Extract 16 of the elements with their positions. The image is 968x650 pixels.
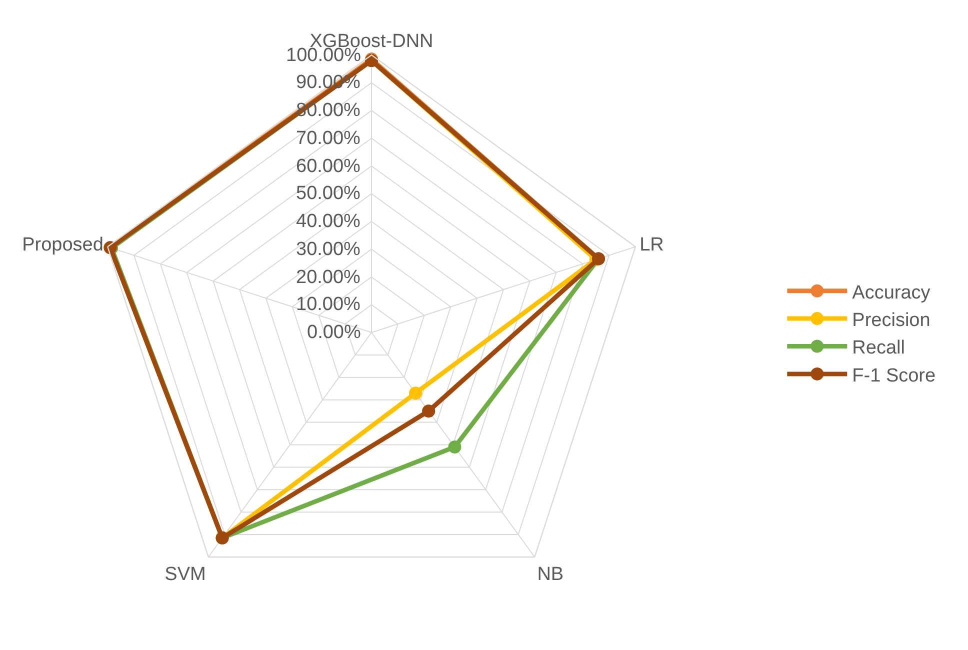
spoke-label: NB xyxy=(537,564,564,585)
y-tick-label: 30.00% xyxy=(296,239,361,260)
y-tick-label: 0.00% xyxy=(307,322,361,343)
legend-label: Accuracy xyxy=(852,282,931,304)
legend-label: F-1 Score xyxy=(852,365,936,386)
spoke-label: Proposed xyxy=(22,234,104,256)
spoke-label: SVM xyxy=(164,564,206,585)
legend-label: Recall xyxy=(852,338,905,359)
y-tick-label: 50.00% xyxy=(296,183,361,204)
legend-label: Precision xyxy=(852,310,930,331)
y-tick-label: 10.00% xyxy=(296,294,361,315)
spoke-label: LR xyxy=(640,234,664,256)
y-tick-label: 70.00% xyxy=(296,128,361,149)
y-tick-label: 20.00% xyxy=(296,267,361,288)
y-tick-label: 60.00% xyxy=(296,156,361,177)
y-tick-label: 40.00% xyxy=(296,211,361,232)
